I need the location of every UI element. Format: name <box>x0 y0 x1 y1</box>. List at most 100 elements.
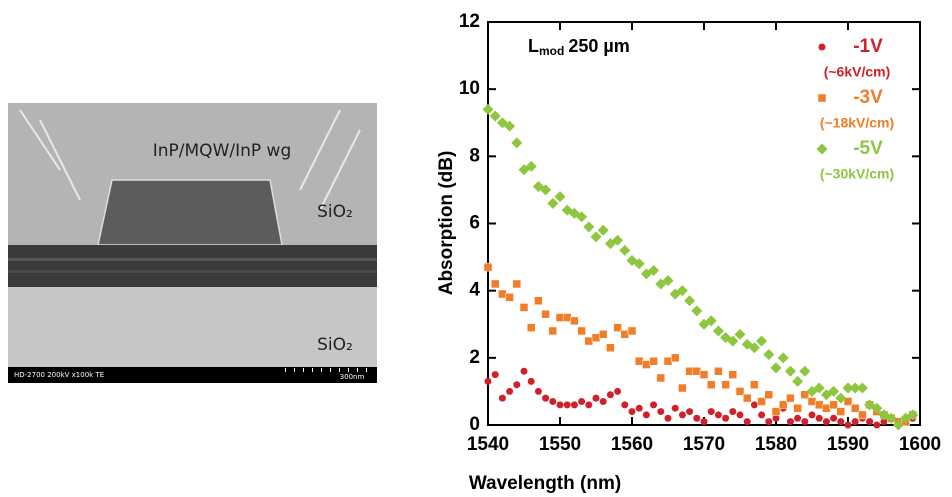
point <box>691 305 703 317</box>
point <box>513 381 521 389</box>
point <box>814 400 824 410</box>
point <box>520 367 528 375</box>
point <box>772 414 780 422</box>
point <box>699 370 709 379</box>
point <box>504 120 516 132</box>
point <box>844 421 852 429</box>
point <box>592 394 600 402</box>
point <box>621 401 629 409</box>
point <box>778 400 788 410</box>
point <box>842 382 854 394</box>
point <box>815 414 823 422</box>
point <box>800 390 810 400</box>
point <box>590 231 602 243</box>
x-tick-label: 1550 <box>539 434 581 455</box>
point <box>822 403 831 413</box>
annotation-after: 250 µm <box>568 36 629 56</box>
point <box>642 360 651 369</box>
point <box>835 392 847 404</box>
point <box>765 418 773 426</box>
point <box>756 335 768 347</box>
point <box>784 365 796 377</box>
x-tick-label: 1600 <box>899 434 941 455</box>
point <box>678 411 686 419</box>
point <box>714 367 723 376</box>
point <box>743 418 751 426</box>
sem-ridge <box>97 179 283 246</box>
point <box>721 380 730 389</box>
point <box>880 418 888 426</box>
point <box>489 110 501 122</box>
point <box>786 418 794 426</box>
point <box>542 394 550 402</box>
point <box>563 401 571 409</box>
point <box>794 414 802 422</box>
point <box>843 397 853 406</box>
point <box>799 365 811 377</box>
point <box>858 410 867 420</box>
point <box>648 265 660 277</box>
point <box>712 325 724 337</box>
point <box>549 397 557 405</box>
point <box>540 184 552 196</box>
point <box>705 315 717 327</box>
y-axis-label: Absorption (dB) <box>436 151 457 296</box>
point <box>807 397 817 406</box>
point <box>547 197 559 209</box>
point <box>851 418 859 426</box>
point <box>750 380 759 389</box>
point <box>748 342 760 354</box>
point <box>873 421 881 429</box>
point <box>663 356 673 366</box>
point <box>619 244 631 256</box>
point <box>482 103 494 115</box>
point <box>793 403 802 413</box>
point <box>613 323 622 332</box>
x-tick-label: 1590 <box>827 434 869 455</box>
point <box>671 404 679 412</box>
point <box>620 330 630 339</box>
annotation-text: L <box>528 36 539 56</box>
point <box>483 262 493 272</box>
sem-layer <box>8 245 377 287</box>
point <box>907 409 919 421</box>
point <box>633 258 645 270</box>
point <box>885 412 897 424</box>
point <box>770 362 782 374</box>
point <box>512 279 522 289</box>
point <box>649 356 658 366</box>
point <box>570 401 578 409</box>
point <box>490 279 500 289</box>
point <box>570 316 579 326</box>
point <box>736 411 744 419</box>
point <box>598 330 608 339</box>
scale-label: 300nm <box>340 373 365 381</box>
point <box>606 343 615 353</box>
sem-band <box>8 270 377 273</box>
point <box>750 401 758 409</box>
y-tick-label: 12 <box>459 11 480 32</box>
point <box>866 418 874 426</box>
sem-substrate <box>8 287 377 367</box>
x-axis-label: Wavelength (nm) <box>469 473 621 494</box>
point <box>792 375 804 387</box>
point <box>606 391 614 399</box>
point <box>628 408 636 416</box>
point <box>498 394 506 402</box>
point <box>836 407 846 416</box>
point <box>693 414 701 422</box>
point <box>576 211 588 223</box>
point <box>892 419 904 431</box>
point <box>676 285 688 297</box>
point <box>707 408 715 416</box>
point <box>850 403 860 413</box>
point <box>526 323 536 332</box>
legend-field: (~30kV/cm) <box>820 166 894 182</box>
point <box>808 411 816 419</box>
point <box>662 275 674 287</box>
sem-image: InP/MQW/InP wg SiO₂ SiO₂ HD-2700 200kV x… <box>8 103 377 383</box>
x-tick-label: 1540 <box>467 434 509 455</box>
point <box>735 387 745 396</box>
sem-streaks <box>19 109 361 211</box>
legend-label: -1V <box>853 36 883 57</box>
